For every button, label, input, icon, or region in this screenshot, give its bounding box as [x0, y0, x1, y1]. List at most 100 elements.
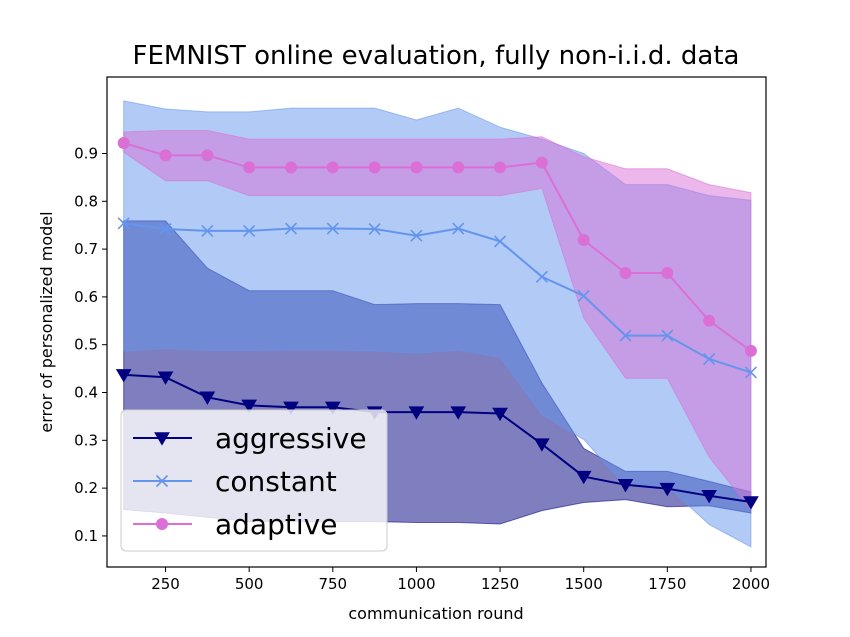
x-marker-stroke: [703, 352, 716, 366]
x-marker-stroke: [117, 217, 130, 230]
point-aggressive: [450, 406, 467, 420]
x-marker-stroke: [661, 329, 674, 342]
point-aggressive: [157, 371, 174, 385]
band-adaptive: [123, 130, 752, 512]
x-marker-stroke: [155, 474, 169, 488]
point-adaptive: [535, 156, 548, 169]
point-adaptive: [368, 161, 381, 174]
point-constant: [201, 224, 214, 237]
x-tick-label: 1250: [481, 575, 519, 593]
point-adaptive: [661, 267, 674, 279]
x-marker-stroke: [577, 289, 590, 303]
point-constant: [619, 329, 632, 342]
legend-box: [120, 409, 388, 552]
x-marker-stroke: [159, 222, 172, 236]
x-axis-ticks: 250 500 750 1000 1250 1500 1750 2000: [151, 567, 770, 593]
x-axis-label: communication round: [348, 604, 523, 623]
point-adaptive: [577, 234, 590, 247]
y-tick-label: 0.7: [74, 240, 98, 258]
x-marker-stroke: [410, 229, 423, 242]
chart-title: FEMNIST online evaluation, fully non-i.i…: [133, 41, 740, 71]
point-constant: [326, 222, 339, 235]
point-constant: [159, 222, 172, 236]
plot-frame: [106, 76, 767, 568]
y-tick-label: 0.1: [74, 527, 98, 545]
x-marker-stroke: [452, 222, 465, 235]
x-marker-stroke: [368, 222, 381, 236]
point-constant: [410, 229, 423, 242]
point-adaptive: [619, 267, 632, 279]
y-tick-label: 0.9: [74, 144, 98, 162]
x-tick-label: 1500: [565, 575, 603, 593]
legend: aggressive constant adaptive: [120, 409, 388, 552]
point-constant: [703, 352, 716, 366]
point-adaptive: [201, 149, 214, 162]
x-marker-stroke: [535, 270, 548, 283]
point-aggressive: [743, 496, 759, 510]
point-constant: [452, 222, 465, 235]
point-aggressive: [199, 391, 216, 405]
point-aggressive: [492, 407, 508, 422]
point-adaptive: [494, 161, 507, 174]
point-adaptive: [159, 149, 172, 162]
point-aggressive: [659, 482, 676, 497]
line-aggressive: [123, 373, 752, 503]
point-aggressive: [617, 479, 634, 493]
x-marker-stroke: [243, 224, 256, 237]
point-adaptive: [410, 161, 423, 174]
y-tick-label: 0.2: [74, 479, 98, 497]
line-constant: [123, 222, 752, 374]
x-marker-stroke: [744, 366, 758, 379]
legend-label-constant: constant: [215, 465, 337, 498]
x-marker-stroke: [201, 224, 214, 237]
y-tick-label: 0.4: [74, 384, 98, 402]
x-marker-stroke: [493, 235, 507, 248]
point-aggressive: [324, 401, 341, 415]
point-constant: [284, 222, 298, 235]
point-adaptive: [117, 136, 130, 149]
line-adaptive: [123, 142, 752, 352]
x-marker-stroke: [619, 329, 632, 342]
point-constant: [744, 366, 758, 379]
legend-label-aggressive: aggressive: [215, 422, 367, 455]
point-constant: [117, 217, 130, 230]
point-adaptive: [744, 344, 757, 357]
point-aggressive: [701, 490, 718, 504]
point-aggressive: [408, 406, 425, 420]
y-tick-label: 0.8: [74, 192, 98, 210]
x-tick-label: 2000: [732, 575, 770, 593]
x-marker-stroke: [326, 222, 339, 235]
y-axis-label: error of personalized model: [37, 211, 56, 432]
legend-marker-adaptive: [156, 518, 168, 530]
y-tick-label: 0.6: [74, 288, 98, 306]
legend-marker-aggressive: [154, 432, 170, 446]
point-constant: [535, 270, 548, 283]
point-constant: [661, 329, 674, 342]
x-marker-stroke: [284, 222, 298, 235]
series-markers: [115, 136, 759, 510]
point-constant: [493, 235, 507, 248]
point-constant: [243, 224, 256, 237]
y-axis-ticks: 0.1 0.2 0.3 0.4 0.5 0.6 0.7 0.8 0.9: [74, 144, 107, 545]
point-adaptive: [284, 161, 297, 174]
point-adaptive: [452, 161, 465, 174]
legend-label-adaptive: adaptive: [215, 508, 337, 541]
x-tick-label: 500: [235, 575, 264, 593]
legend-marker-constant: [155, 474, 169, 488]
x-tick-label: 750: [318, 575, 347, 593]
point-adaptive: [326, 161, 339, 174]
point-aggressive: [241, 399, 258, 414]
y-tick-label: 0.5: [74, 336, 98, 354]
point-aggressive: [115, 369, 132, 383]
x-tick-label: 1750: [648, 575, 686, 593]
point-constant: [577, 289, 590, 303]
x-tick-label: 250: [151, 575, 180, 593]
point-aggressive: [283, 401, 299, 415]
point-adaptive: [703, 314, 716, 327]
point-aggressive: [533, 438, 550, 452]
x-tick-label: 1000: [397, 575, 435, 593]
point-constant: [368, 222, 381, 236]
series-lines: [123, 142, 752, 503]
point-adaptive: [243, 161, 256, 174]
